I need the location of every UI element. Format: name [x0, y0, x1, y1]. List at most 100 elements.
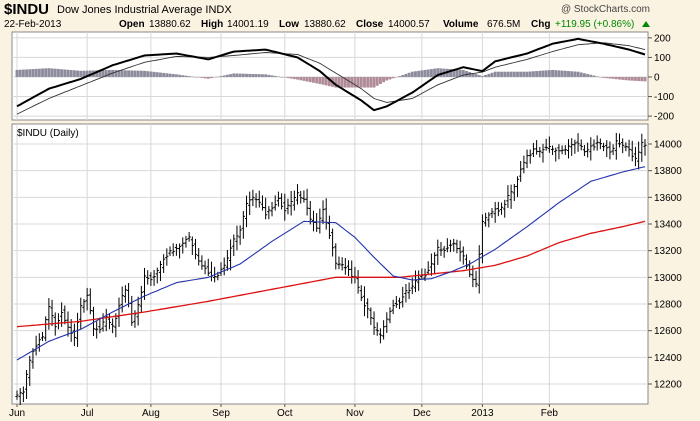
volume-value: 676.5M: [487, 19, 521, 30]
xtick-label: Sep: [212, 408, 230, 419]
macd-histogram-bar: [155, 72, 159, 77]
macd-histogram-bar: [621, 76, 625, 80]
macd-histogram-bar: [305, 76, 309, 82]
macd-histogram-bar: [120, 70, 124, 77]
macd-histogram-bar: [640, 76, 644, 82]
ma200-line: [16, 220, 646, 328]
macd-histogram-bar: [347, 76, 350, 88]
macd-ytick-label: -200: [654, 112, 674, 123]
macd-histogram-bar: [531, 71, 535, 77]
macd-histogram-bar: [82, 70, 86, 77]
low-value: 13880.62: [304, 19, 346, 30]
macd-histogram-bar: [184, 75, 188, 77]
macd-histogram-bar: [477, 75, 481, 77]
macd-histogram-bar: [210, 76, 213, 79]
macd-histogram-bar: [248, 73, 252, 77]
macd-histogram-bar: [149, 71, 153, 77]
price-ytick-label: 12600: [654, 326, 682, 337]
macd-histogram-bar: [579, 72, 583, 77]
macd-histogram-bar: [235, 73, 239, 77]
macd-histogram-bar: [34, 68, 38, 77]
macd-histogram-bar: [366, 76, 370, 88]
price-ytick-label: 14000: [654, 140, 682, 151]
macd-histogram-bar: [372, 76, 376, 88]
macd-histogram-bar: [519, 71, 523, 77]
macd-histogram-bar: [213, 76, 217, 78]
xtick-label: Feb: [541, 408, 559, 419]
macd-histogram-bar: [327, 76, 331, 87]
macd-histogram-bar: [353, 76, 357, 88]
macd-histogram-bar: [602, 76, 606, 78]
quote-date: 22-Feb-2013: [4, 19, 62, 30]
macd-histogram-bar: [452, 69, 456, 77]
macd-histogram-bar: [95, 70, 99, 77]
macd-histogram-bar: [563, 70, 567, 77]
macd-histogram-bar: [79, 70, 83, 77]
macd-histogram-bar: [286, 76, 290, 79]
macd-histogram-bar: [76, 70, 80, 77]
macd-histogram-bar: [605, 76, 609, 79]
macd-histogram-bar: [643, 76, 647, 82]
macd-histogram-bar: [197, 76, 201, 78]
macd-histogram-bar: [474, 74, 478, 77]
price-ytick-label: 13000: [654, 273, 682, 284]
macd-histogram-bar: [496, 71, 500, 77]
macd-histogram-bar: [334, 76, 338, 88]
exchange: INDX: [205, 4, 232, 16]
macd-histogram-bar: [66, 69, 70, 77]
macd-histogram-bar: [468, 71, 472, 77]
macd-histogram-bar: [541, 70, 545, 77]
high-label: High: [201, 19, 224, 30]
price-ytick-label: 12800: [654, 300, 682, 311]
macd-histogram-bar: [69, 70, 73, 77]
macd-histogram-bar: [85, 70, 89, 77]
macd-histogram-bar: [98, 70, 102, 77]
macd-histogram-bar: [257, 74, 261, 77]
macd-histogram-bar: [547, 70, 551, 77]
macd-histogram-bar: [21, 69, 25, 77]
macd-histogram-bar: [570, 71, 574, 77]
macd-signal-line: [16, 42, 646, 115]
macd-histogram-bar: [592, 75, 596, 77]
macd-histogram-bar: [385, 76, 389, 81]
macd-histogram-bar: [461, 69, 465, 77]
chg-value: +119.95 (+0.86%): [555, 19, 635, 30]
macd-histogram-bar: [25, 69, 29, 77]
macd-histogram-bar: [382, 76, 386, 83]
macd-histogram-bar: [608, 76, 612, 79]
macd-histogram-bar: [433, 68, 437, 77]
macd-histogram-bar: [340, 76, 344, 88]
macd-histogram-bar: [426, 69, 430, 77]
macd-histogram-bar: [261, 74, 264, 77]
macd-histogram-bar: [391, 76, 395, 79]
macd-histogram-bar: [471, 73, 475, 77]
macd-histogram-bar: [267, 74, 271, 77]
macd-histogram-bar: [423, 69, 427, 77]
macd-histogram-bar: [586, 74, 590, 77]
macd-histogram-bar: [449, 69, 452, 77]
macd-histogram-bar: [203, 76, 207, 79]
open-value: 13880.62: [149, 19, 191, 30]
macd-histogram-bar: [318, 76, 322, 85]
macd-ytick-label: 200: [654, 33, 671, 44]
macd-histogram-bar: [414, 71, 417, 77]
macd-histogram-bar: [582, 73, 586, 77]
macd-histogram-bar: [359, 76, 363, 88]
price-ytick-label: 13400: [654, 220, 682, 231]
macd-histogram-bar: [225, 74, 229, 77]
macd-line: [16, 37, 646, 112]
macd-histogram-bar: [538, 70, 542, 77]
macd-histogram-bar: [506, 71, 510, 77]
macd-histogram-bar: [229, 74, 233, 77]
macd-histogram-bar: [407, 72, 411, 77]
macd-histogram-bar: [302, 76, 306, 81]
close-label: Close: [356, 19, 384, 30]
chg-label: Chg: [531, 19, 551, 30]
ma50-line: [16, 166, 646, 361]
xtick-label: Dec: [413, 408, 431, 419]
macd-histogram-bar: [429, 69, 433, 77]
macd-histogram-bar: [168, 73, 172, 77]
macd-histogram-bar: [37, 68, 41, 77]
xtick-label: Jun: [9, 408, 25, 419]
